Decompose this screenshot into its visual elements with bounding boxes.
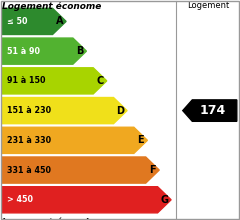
Text: 331 à 450: 331 à 450 bbox=[7, 166, 51, 174]
Polygon shape bbox=[2, 8, 66, 35]
Text: 231 à 330: 231 à 330 bbox=[7, 136, 51, 145]
Polygon shape bbox=[2, 38, 86, 64]
Text: ≤ 50: ≤ 50 bbox=[7, 17, 28, 26]
Text: > 450: > 450 bbox=[7, 195, 33, 204]
Text: A: A bbox=[56, 16, 63, 26]
Polygon shape bbox=[2, 187, 171, 213]
Polygon shape bbox=[2, 127, 147, 153]
Polygon shape bbox=[183, 100, 237, 121]
Text: E: E bbox=[137, 135, 144, 145]
Text: 91 à 150: 91 à 150 bbox=[7, 76, 46, 85]
Polygon shape bbox=[2, 68, 107, 94]
Text: D: D bbox=[116, 106, 124, 116]
Text: C: C bbox=[96, 76, 104, 86]
Text: G: G bbox=[160, 195, 168, 205]
Text: 151 à 230: 151 à 230 bbox=[7, 106, 51, 115]
Polygon shape bbox=[2, 97, 127, 124]
Text: Logement énergivore: Logement énergivore bbox=[2, 218, 111, 220]
Text: 174: 174 bbox=[200, 104, 226, 117]
Text: B: B bbox=[76, 46, 83, 56]
Polygon shape bbox=[2, 157, 159, 183]
Text: Logement: Logement bbox=[187, 1, 229, 10]
Text: 51 à 90: 51 à 90 bbox=[7, 47, 40, 56]
Text: F: F bbox=[149, 165, 156, 175]
Text: Logement économe: Logement économe bbox=[2, 1, 101, 11]
